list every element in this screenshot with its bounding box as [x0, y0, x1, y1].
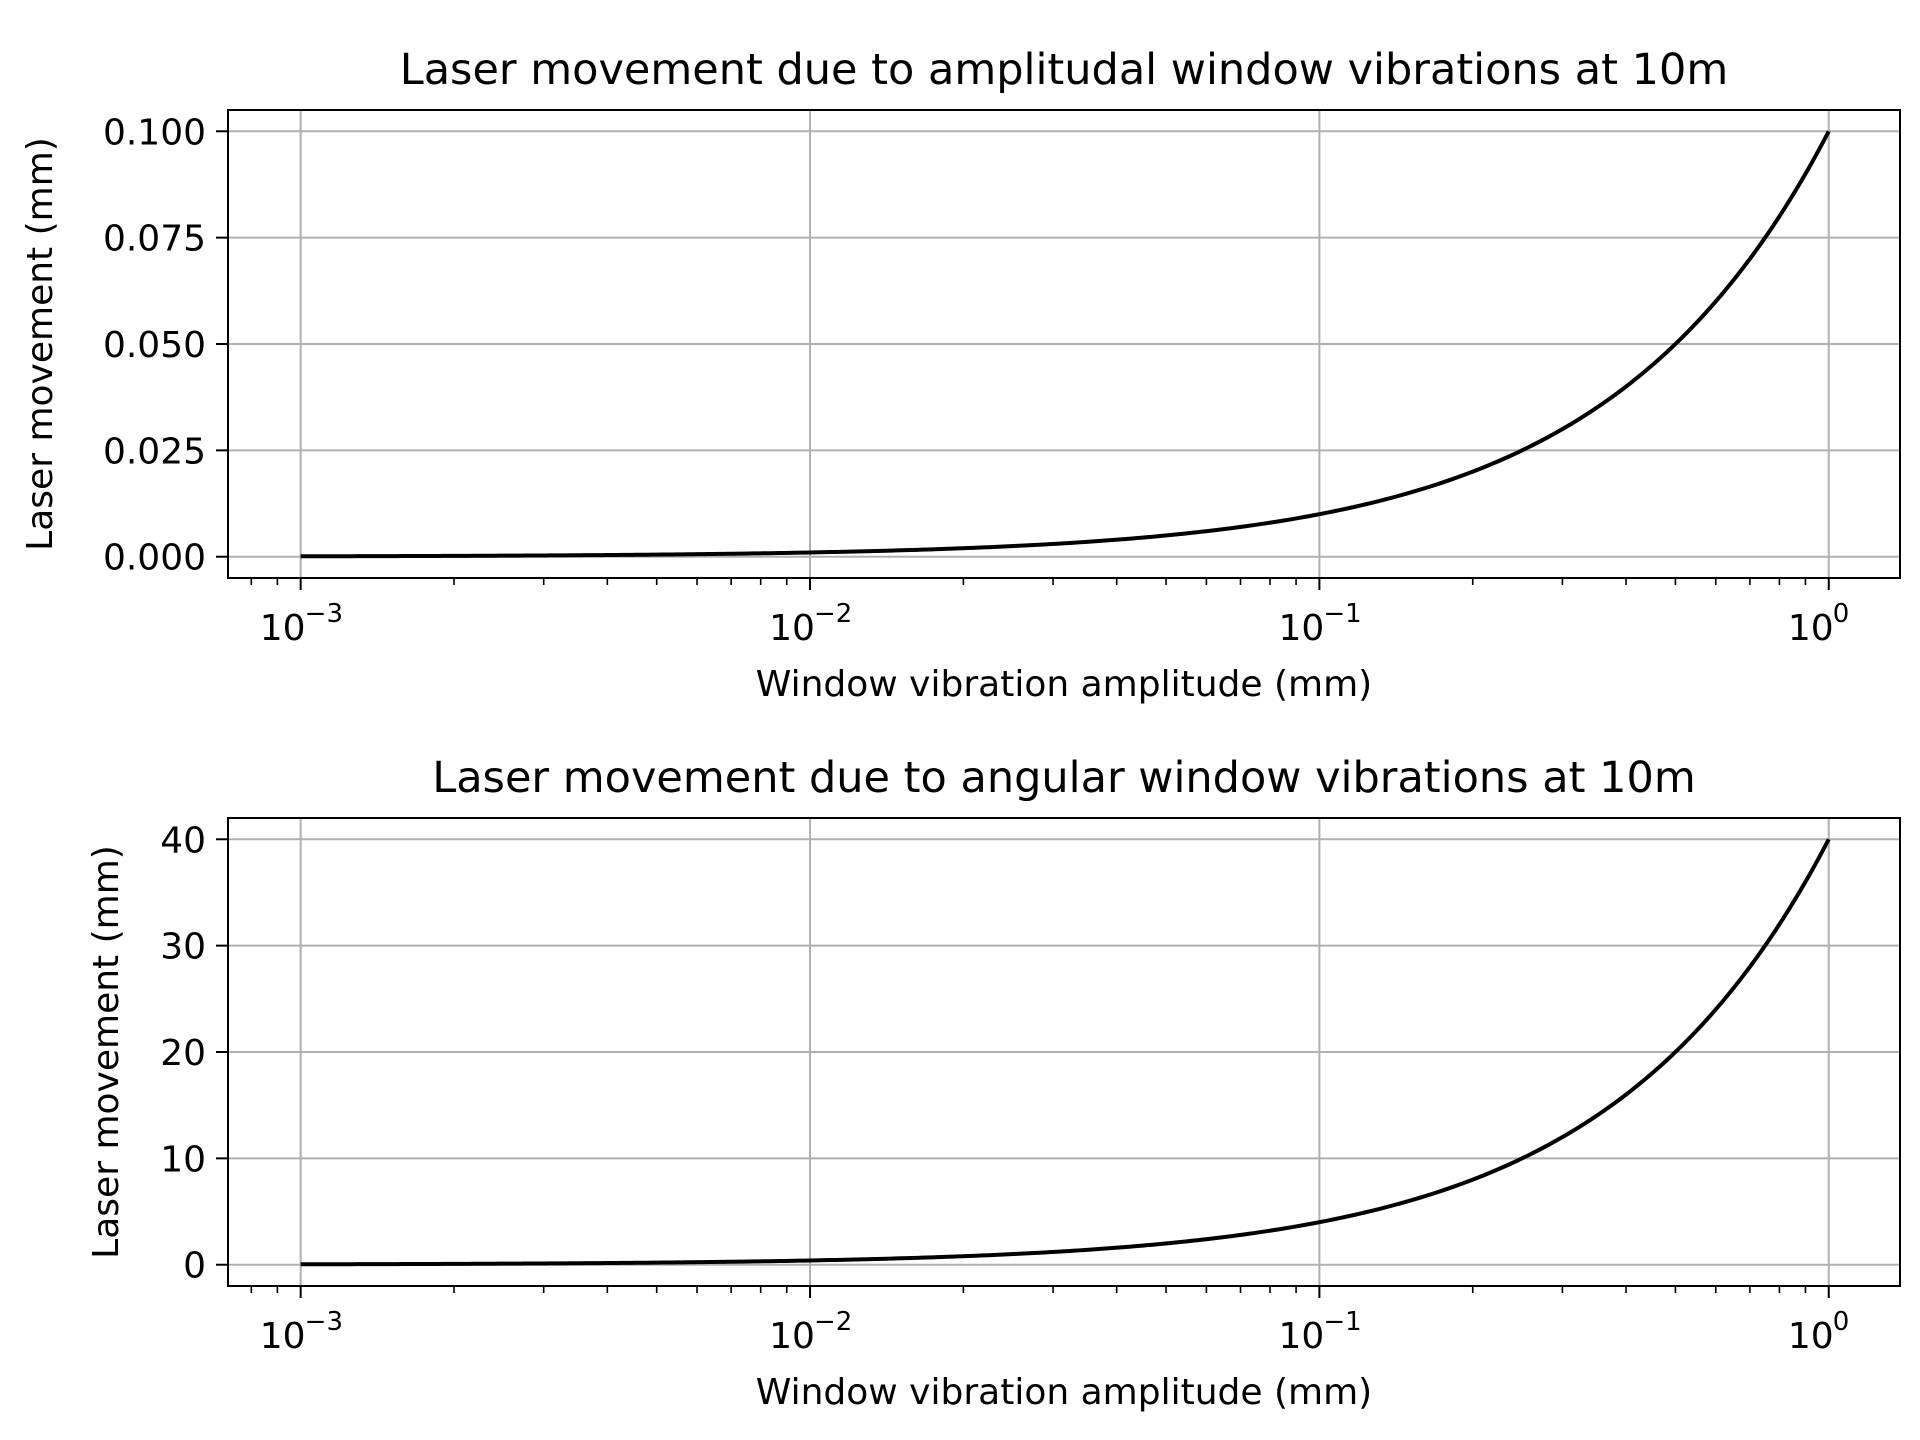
- chart-title: Laser movement due to amplitudal window …: [400, 45, 1729, 95]
- x-tick-exponent: −3: [305, 599, 343, 629]
- x-axis-label: Window vibration amplitude (mm): [756, 664, 1372, 705]
- y-tick-label: 0.000: [103, 538, 206, 579]
- y-tick-label: 20: [160, 1033, 206, 1074]
- x-tick-label: 10: [769, 608, 815, 649]
- y-axis-label: Laser movement (mm): [20, 137, 61, 551]
- y-tick-label: 0.075: [103, 219, 206, 260]
- chart-title: Laser movement due to angular window vib…: [432, 753, 1695, 803]
- y-tick-label: 40: [160, 820, 206, 861]
- x-tick-exponent: 0: [1833, 599, 1850, 629]
- series-line: [300, 838, 1831, 1267]
- x-tick-label: 10: [1278, 1316, 1324, 1357]
- series-line: [300, 130, 1831, 559]
- x-tick-label: 10: [769, 1316, 815, 1357]
- x-tick-exponent: −2: [814, 599, 852, 629]
- x-axis-label: Window vibration amplitude (mm): [756, 1372, 1372, 1413]
- x-tick-label: 10: [260, 608, 306, 649]
- grid: [228, 818, 1900, 1286]
- x-tick-label: 10: [1788, 1316, 1834, 1357]
- y-tick-label: 0: [183, 1246, 206, 1287]
- x-tick-label: 10: [1788, 608, 1834, 649]
- x-tick-exponent: −1: [1323, 1307, 1361, 1337]
- y-tick-label: 0.025: [103, 431, 206, 472]
- x-tick-exponent: 0: [1833, 1307, 1850, 1337]
- chart-amplitudal: 10 −3 10 −2 10 −1 10 00.0000.0250.0500.0750.100…: [20, 45, 1901, 705]
- x-tick-exponent: −2: [814, 1307, 852, 1337]
- x-tick-label: 10: [260, 1316, 306, 1357]
- y-tick-label: 10: [160, 1139, 206, 1180]
- y-tick-label: 30: [160, 927, 206, 968]
- y-tick-label: 0.050: [103, 325, 206, 366]
- y-axis-label: Laser movement (mm): [86, 845, 127, 1259]
- x-tick-exponent: −1: [1323, 599, 1361, 629]
- x-tick-label: 10: [1278, 608, 1324, 649]
- y-tick-label: 0.100: [103, 112, 206, 153]
- x-tick-exponent: −3: [305, 1307, 343, 1337]
